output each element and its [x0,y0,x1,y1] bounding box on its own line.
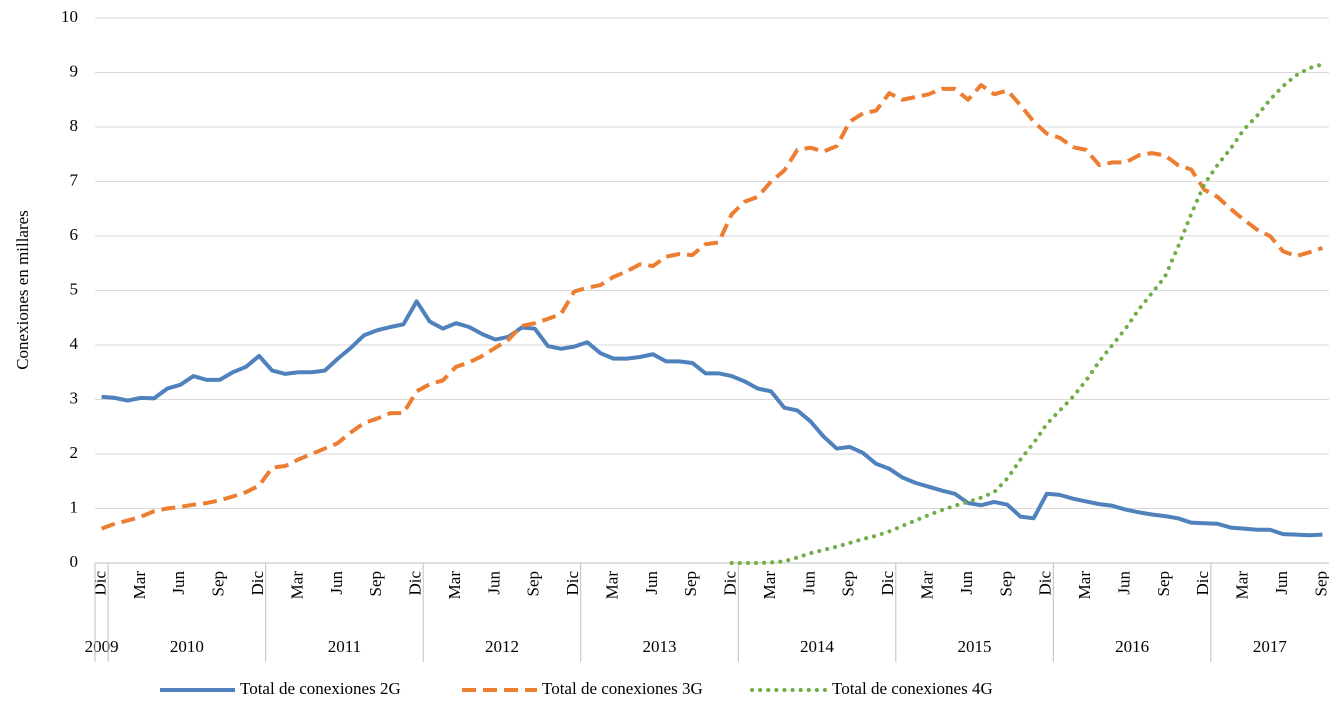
x-tick-label: Dic [563,571,582,596]
x-tick-label: Mar [287,571,306,600]
x-tick-label: Dic [1036,571,1055,596]
year-label: 2014 [800,637,835,656]
y-axis-title: Conexiones en millares [13,210,32,370]
x-tick-label: Mar [445,571,464,600]
y-tick-label: 10 [61,7,78,26]
year-label: 2013 [642,637,676,656]
x-tick-label: Sep [839,571,858,597]
y-tick-label: 2 [70,443,79,462]
x-tick-label: Sep [996,571,1015,597]
x-tick-label: Mar [1233,571,1252,600]
x-tick-label: Dic [406,571,425,596]
legend-label: Total de conexiones 3G [542,679,703,698]
year-label: 2015 [958,637,992,656]
x-tick-label: Mar [1075,571,1094,600]
x-tick-label: Dic [248,571,267,596]
x-tick-label: Jun [169,571,188,595]
series-line [100,83,1324,531]
x-tick-label: Sep [681,571,700,597]
x-tick-label: Dic [878,571,897,596]
y-tick-label: 1 [70,497,79,516]
year-label: 2009 [85,637,119,656]
x-tick-label: Jun [1272,571,1291,595]
y-tick-label: 5 [70,279,79,298]
y-tick-label: 4 [70,334,79,353]
x-tick-label: Mar [918,571,937,600]
x-tick-label: Sep [209,571,228,597]
y-tick-label: 9 [70,61,79,80]
x-tick-label: Jun [957,571,976,595]
series-line [729,62,1325,565]
x-tick-label: Jun [799,571,818,595]
x-tick-label: Sep [1311,571,1329,597]
legend-label: Total de conexiones 2G [240,679,401,698]
x-tick-label: Jun [484,571,503,595]
series-line [101,299,1323,538]
year-label: 2016 [1115,637,1149,656]
year-label: 2012 [485,637,519,656]
x-tick-label: Mar [130,571,149,600]
x-tick-label: Mar [602,571,621,600]
y-tick-label: 7 [70,170,79,189]
x-tick-label: Dic [721,571,740,596]
year-label: 2010 [170,637,204,656]
x-tick-label: Dic [1193,571,1212,596]
x-tick-label: Dic [90,571,109,596]
legend-label: Total de conexiones 4G [832,679,993,698]
x-tick-label: Sep [524,571,543,597]
y-tick-label: 8 [70,116,79,135]
year-label: 2011 [328,637,361,656]
x-tick-label: Sep [366,571,385,597]
y-tick-label: 6 [70,225,79,244]
x-tick-label: Mar [760,571,779,600]
x-tick-label: Jun [327,571,346,595]
y-tick-label: 3 [70,388,79,407]
year-label: 2017 [1253,637,1288,656]
y-tick-label: 0 [70,552,79,571]
x-tick-label: Jun [642,571,661,595]
x-tick-label: Jun [1114,571,1133,595]
x-tick-label: Sep [1154,571,1173,597]
